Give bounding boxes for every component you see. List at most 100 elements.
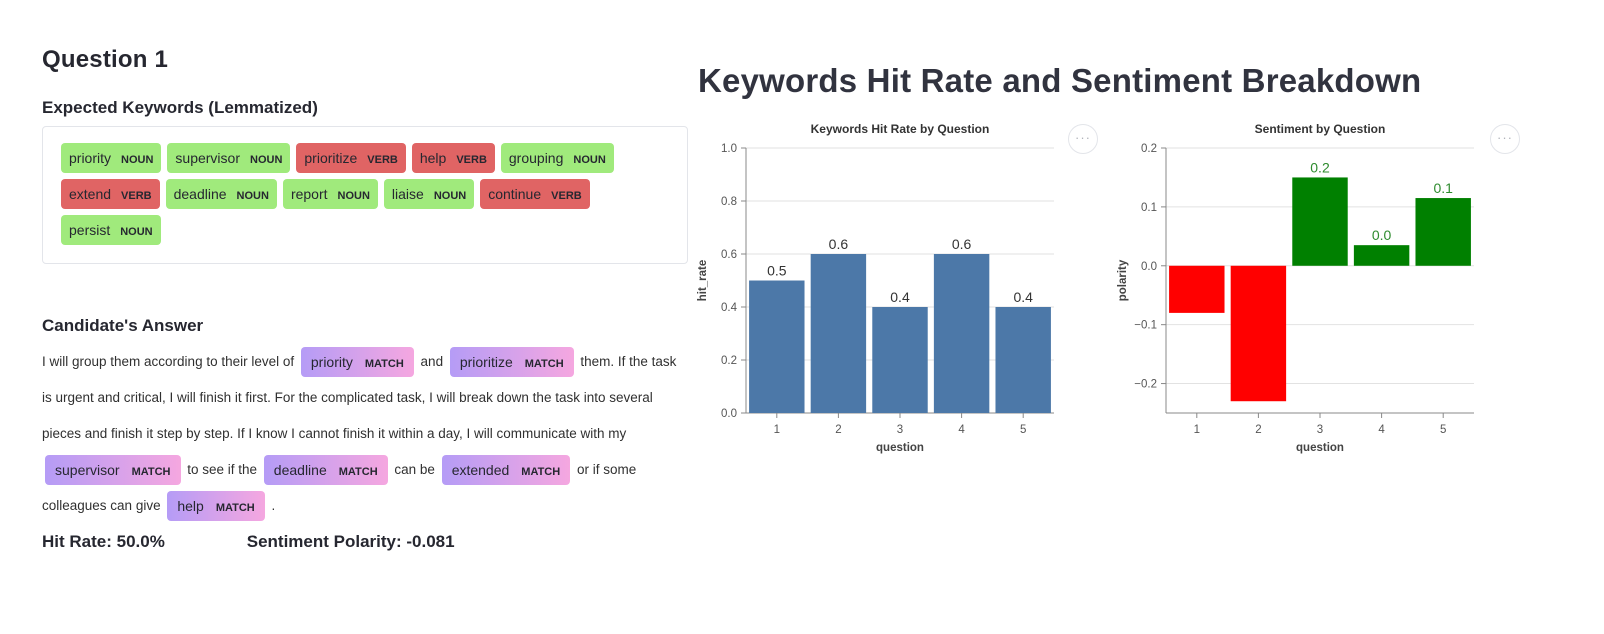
- bar: [1415, 198, 1471, 266]
- match-word: prioritize: [459, 354, 513, 371]
- match-tag: MATCH: [524, 358, 564, 371]
- sentiment-chart: Sentiment by Question −0.2 −0.1 0.0 0.1 0.2 1 2…: [1117, 122, 1474, 454]
- y-tick-label: 0.8: [721, 196, 737, 208]
- keyword-word: supervisor: [175, 150, 240, 166]
- match-highlight: prioritize MATCH: [449, 347, 574, 378]
- keyword-tag: persist NOUN: [61, 215, 161, 245]
- keywords-box: priority NOUN supervisor NOUN prioritize VERB…: [42, 126, 688, 264]
- match-highlight: extended MATCH: [441, 455, 571, 486]
- keyword-pos: NOUN: [573, 154, 606, 166]
- keyword-tag: continue VERB: [480, 179, 590, 209]
- bar: [1230, 265, 1287, 402]
- keyword-pos: VERB: [367, 154, 398, 166]
- bar: [1353, 245, 1410, 266]
- x-tick-label: 1: [774, 424, 780, 436]
- data-label: 0.6: [829, 236, 849, 252]
- keyword-pos: NOUN: [433, 190, 467, 202]
- answer-text: can be: [390, 462, 439, 477]
- bar: [933, 254, 990, 413]
- x-tick-label: 2: [1255, 424, 1261, 436]
- keyword-tag: prioritize VERB: [296, 143, 406, 173]
- y-tick-label: 0.1: [1141, 202, 1157, 214]
- keyword-word: grouping: [508, 150, 564, 166]
- y-axis-label: polarity: [1117, 259, 1129, 301]
- match-word: help: [177, 498, 204, 515]
- keyword-tag: report NOUN: [282, 179, 378, 209]
- x-tick-label: 1: [1194, 424, 1200, 436]
- keyword-pos: NOUN: [337, 190, 370, 202]
- answer-heading: Candidate's Answer: [42, 316, 204, 335]
- x-tick-label: 4: [958, 424, 965, 436]
- chart-title: Sentiment by Question: [1255, 122, 1386, 136]
- keyword-word: help: [419, 150, 447, 166]
- keyword-word: persist: [69, 222, 111, 238]
- answer-text: them. If the task is urgent and critical…: [42, 354, 677, 441]
- keyword-pos: VERB: [551, 190, 582, 202]
- stats-row: Hit Rate: 50.0% Sentiment Polarity: -0.0…: [42, 532, 682, 552]
- keyword-pos: NOUN: [121, 154, 154, 166]
- bar: [872, 307, 928, 413]
- hit-rate-chart: Keywords Hit Rate by Question 0.0 0.2 0.4 0.…: [697, 122, 1054, 454]
- match-word: supervisor: [55, 462, 120, 479]
- keyword-word: prioritize: [304, 150, 358, 166]
- keyword-tag: grouping NOUN: [500, 143, 614, 173]
- match-highlight: priority MATCH: [300, 347, 414, 378]
- keyword-pos: NOUN: [236, 190, 269, 202]
- keyword-word: report: [290, 186, 328, 202]
- expected-keywords-heading: Expected Keywords (Lemmatized): [42, 98, 318, 117]
- page-title: Keywords Hit Rate and Sentiment Breakdow…: [698, 62, 1422, 99]
- y-tick-label: 0.2: [721, 355, 737, 367]
- x-tick-label: 2: [835, 424, 841, 436]
- bar: [1292, 177, 1348, 266]
- keyword-word: priority: [69, 150, 112, 166]
- bar: [995, 307, 1051, 413]
- data-label: 0.4: [1013, 289, 1033, 305]
- match-tag: MATCH: [215, 502, 255, 515]
- answer-text: to see if the: [183, 462, 261, 477]
- y-tick-label: −0.2: [1134, 379, 1157, 391]
- match-tag: MATCH: [338, 466, 378, 479]
- x-axis-label: question: [876, 442, 924, 454]
- bar: [1169, 265, 1225, 313]
- data-label: 0.0: [1372, 227, 1392, 243]
- match-tag: MATCH: [131, 466, 171, 479]
- y-tick-label: 1.0: [721, 143, 737, 155]
- match-highlight: help MATCH: [167, 491, 265, 522]
- x-tick-label: 3: [897, 424, 903, 436]
- match-highlight: supervisor MATCH: [45, 455, 181, 486]
- hit-rate: Hit Rate: 50.0%: [42, 532, 165, 551]
- keyword-word: liaise: [391, 186, 424, 202]
- keyword-tag: extend VERB: [61, 179, 160, 209]
- data-label: 0.6: [952, 236, 972, 252]
- y-axis-label: hit_rate: [697, 260, 709, 302]
- x-tick-label: 4: [1378, 424, 1385, 436]
- data-label: 0.5: [767, 263, 787, 279]
- keyword-pos: NOUN: [120, 226, 153, 238]
- data-label: 0.4: [890, 289, 910, 305]
- candidate-answer: I will group them according to their lev…: [42, 344, 682, 524]
- y-tick-label: 0.4: [721, 302, 738, 314]
- x-axis-label: question: [1296, 442, 1344, 454]
- keyword-tag: priority NOUN: [61, 143, 162, 173]
- keyword-pos: VERB: [121, 190, 152, 202]
- keyword-tag: deadline NOUN: [165, 179, 277, 209]
- answer-text: .: [267, 498, 276, 513]
- x-tick-label: 3: [1317, 424, 1323, 436]
- left-panel: Question 1 Expected Keywords (Lemmatized…: [42, 40, 688, 552]
- keyword-word: extend: [69, 186, 112, 202]
- answer-text: I will group them according to their lev…: [42, 354, 298, 369]
- data-label: 0.2: [1310, 159, 1330, 175]
- match-tag: MATCH: [364, 358, 404, 371]
- y-tick-label: 0.2: [1141, 143, 1157, 155]
- bar: [810, 254, 867, 413]
- match-word: extended: [451, 462, 510, 479]
- sentiment-polarity: Sentiment Polarity: -0.081: [246, 532, 455, 551]
- keyword-pos: NOUN: [250, 154, 283, 166]
- chart1-menu-button[interactable]: ···: [1068, 124, 1098, 154]
- keyword-tag: supervisor NOUN: [167, 143, 291, 173]
- keyword-word: deadline: [173, 186, 227, 202]
- keyword-tag: liaise NOUN: [383, 179, 475, 209]
- keyword-pos: VERB: [456, 154, 487, 166]
- x-tick-label: 5: [1440, 424, 1446, 436]
- chart2-menu-button[interactable]: ···: [1490, 124, 1520, 154]
